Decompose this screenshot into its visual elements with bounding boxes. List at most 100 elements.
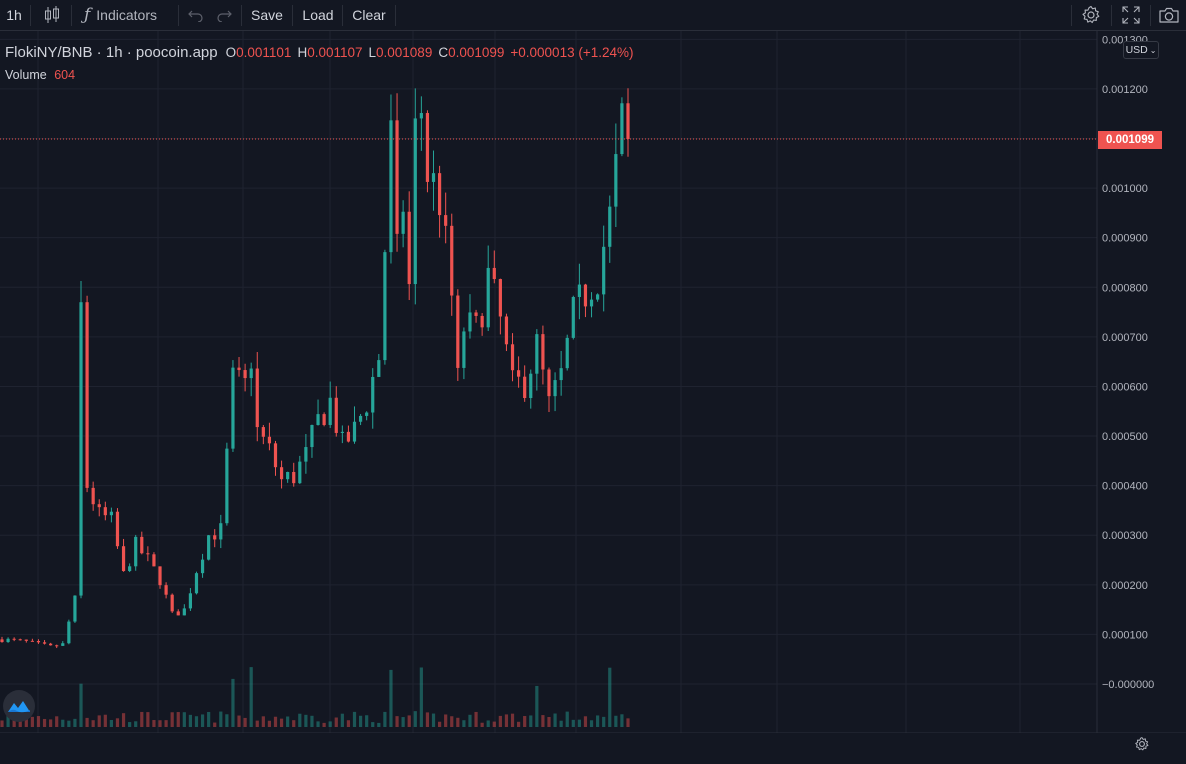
clear-label: Clear xyxy=(352,7,386,23)
candle-body xyxy=(602,246,606,295)
volume-bar xyxy=(121,713,126,727)
volume-bar xyxy=(164,720,168,727)
volume-bar xyxy=(91,720,95,727)
chart-logo-button[interactable] xyxy=(3,690,35,722)
snapshot-button[interactable] xyxy=(1154,0,1184,30)
volume-bar xyxy=(340,713,344,727)
candle-body xyxy=(49,643,53,646)
y-tick-label: 0.000300 xyxy=(1102,530,1148,542)
candle-body xyxy=(504,316,509,345)
symbol-title[interactable]: FlokiNY/BNB · 1h · poocoin.app xyxy=(5,44,218,61)
clear-button[interactable]: Clear xyxy=(345,0,393,30)
candle-body xyxy=(121,546,126,572)
candle-body xyxy=(249,368,253,379)
volume-bar xyxy=(109,719,113,727)
fullscreen-button[interactable] xyxy=(1116,0,1146,30)
candle-body xyxy=(346,431,351,442)
candle-body xyxy=(596,294,600,300)
undo-icon xyxy=(188,10,203,22)
volume-bar xyxy=(61,719,65,727)
volume-bar xyxy=(456,717,460,727)
candle-body xyxy=(553,380,557,397)
candle-body xyxy=(6,638,10,643)
y-tick-label: 0.001200 xyxy=(1102,84,1148,96)
volume-bar xyxy=(152,720,156,727)
candle-body xyxy=(164,585,168,595)
volume-bar xyxy=(474,711,478,727)
candle-body xyxy=(310,425,314,448)
candle-body xyxy=(407,211,411,285)
candle-body xyxy=(188,593,193,609)
volume-bar xyxy=(219,711,223,727)
candle-body xyxy=(517,370,521,377)
volume-bar xyxy=(535,685,539,727)
candle-body xyxy=(298,461,302,484)
volume-bar xyxy=(517,721,521,727)
volume-bar xyxy=(194,716,199,727)
candle-body xyxy=(541,334,545,370)
candle-body xyxy=(456,295,460,368)
y-tick-label: 0.000900 xyxy=(1102,233,1148,245)
interval-button[interactable]: 1h xyxy=(0,0,28,30)
volume-legend[interactable]: Volume 604 xyxy=(5,68,75,82)
toolbar-divider xyxy=(395,5,396,26)
load-button[interactable]: Load xyxy=(295,0,341,30)
indicators-button[interactable]: ƒ Indicators xyxy=(78,0,176,30)
volume-bar xyxy=(468,714,472,727)
candle-body xyxy=(207,535,211,560)
candle-body xyxy=(328,397,332,425)
candle-body xyxy=(243,370,247,379)
volume-bar xyxy=(571,719,575,727)
undo-button[interactable] xyxy=(184,0,208,30)
volume-bar xyxy=(36,716,41,727)
candle-body xyxy=(237,367,241,371)
candle-body xyxy=(377,360,381,377)
candle-body xyxy=(115,511,120,547)
volume-bar xyxy=(176,712,180,727)
candle-body xyxy=(42,642,47,644)
price-chart[interactable]: 0.0013000.0012000.0011000.0010000.000900… xyxy=(0,31,1186,733)
y-tick-label: 0.000200 xyxy=(1102,580,1148,592)
candle-body xyxy=(170,594,174,612)
candle-body xyxy=(322,414,326,425)
candle-body xyxy=(36,641,41,643)
currency-button[interactable]: USD ⌄ xyxy=(1123,41,1159,59)
volume-bar xyxy=(225,714,229,727)
volume-bar xyxy=(85,717,89,727)
candle-body xyxy=(626,103,630,139)
candle-body xyxy=(146,553,150,555)
candle-body xyxy=(462,331,466,368)
candle-body xyxy=(571,297,575,338)
candle-body xyxy=(273,443,278,468)
low-label: L xyxy=(368,45,377,60)
candle-body xyxy=(431,173,436,182)
volume-bar xyxy=(231,678,235,727)
volume-bar xyxy=(73,718,77,727)
volume-bar xyxy=(389,669,393,727)
candle-body xyxy=(304,447,308,462)
save-button[interactable]: Save xyxy=(244,0,290,30)
time-axis-settings-button[interactable] xyxy=(1134,736,1150,757)
volume-bar xyxy=(292,720,296,727)
candle-body xyxy=(559,368,563,381)
settings-button[interactable] xyxy=(1076,0,1106,30)
chart-type-button[interactable] xyxy=(36,0,68,30)
volume-bar xyxy=(365,715,369,727)
candle-body xyxy=(279,467,284,480)
volume-bar xyxy=(237,715,241,727)
volume-bar xyxy=(529,715,533,727)
volume-bar xyxy=(298,713,302,727)
candle-body xyxy=(182,608,186,616)
candle-body xyxy=(292,472,296,484)
candle-body xyxy=(152,554,156,567)
gear-icon xyxy=(1135,737,1149,751)
candle-body xyxy=(474,312,478,316)
volume-label: Volume xyxy=(5,68,47,82)
candle-body xyxy=(352,421,357,442)
volume-bar xyxy=(115,718,120,727)
candle-body xyxy=(371,376,375,413)
candle-body xyxy=(510,344,515,371)
volume-bar xyxy=(583,716,588,727)
last-price-label: 0.001099 xyxy=(1106,134,1154,146)
redo-button[interactable] xyxy=(212,0,236,30)
